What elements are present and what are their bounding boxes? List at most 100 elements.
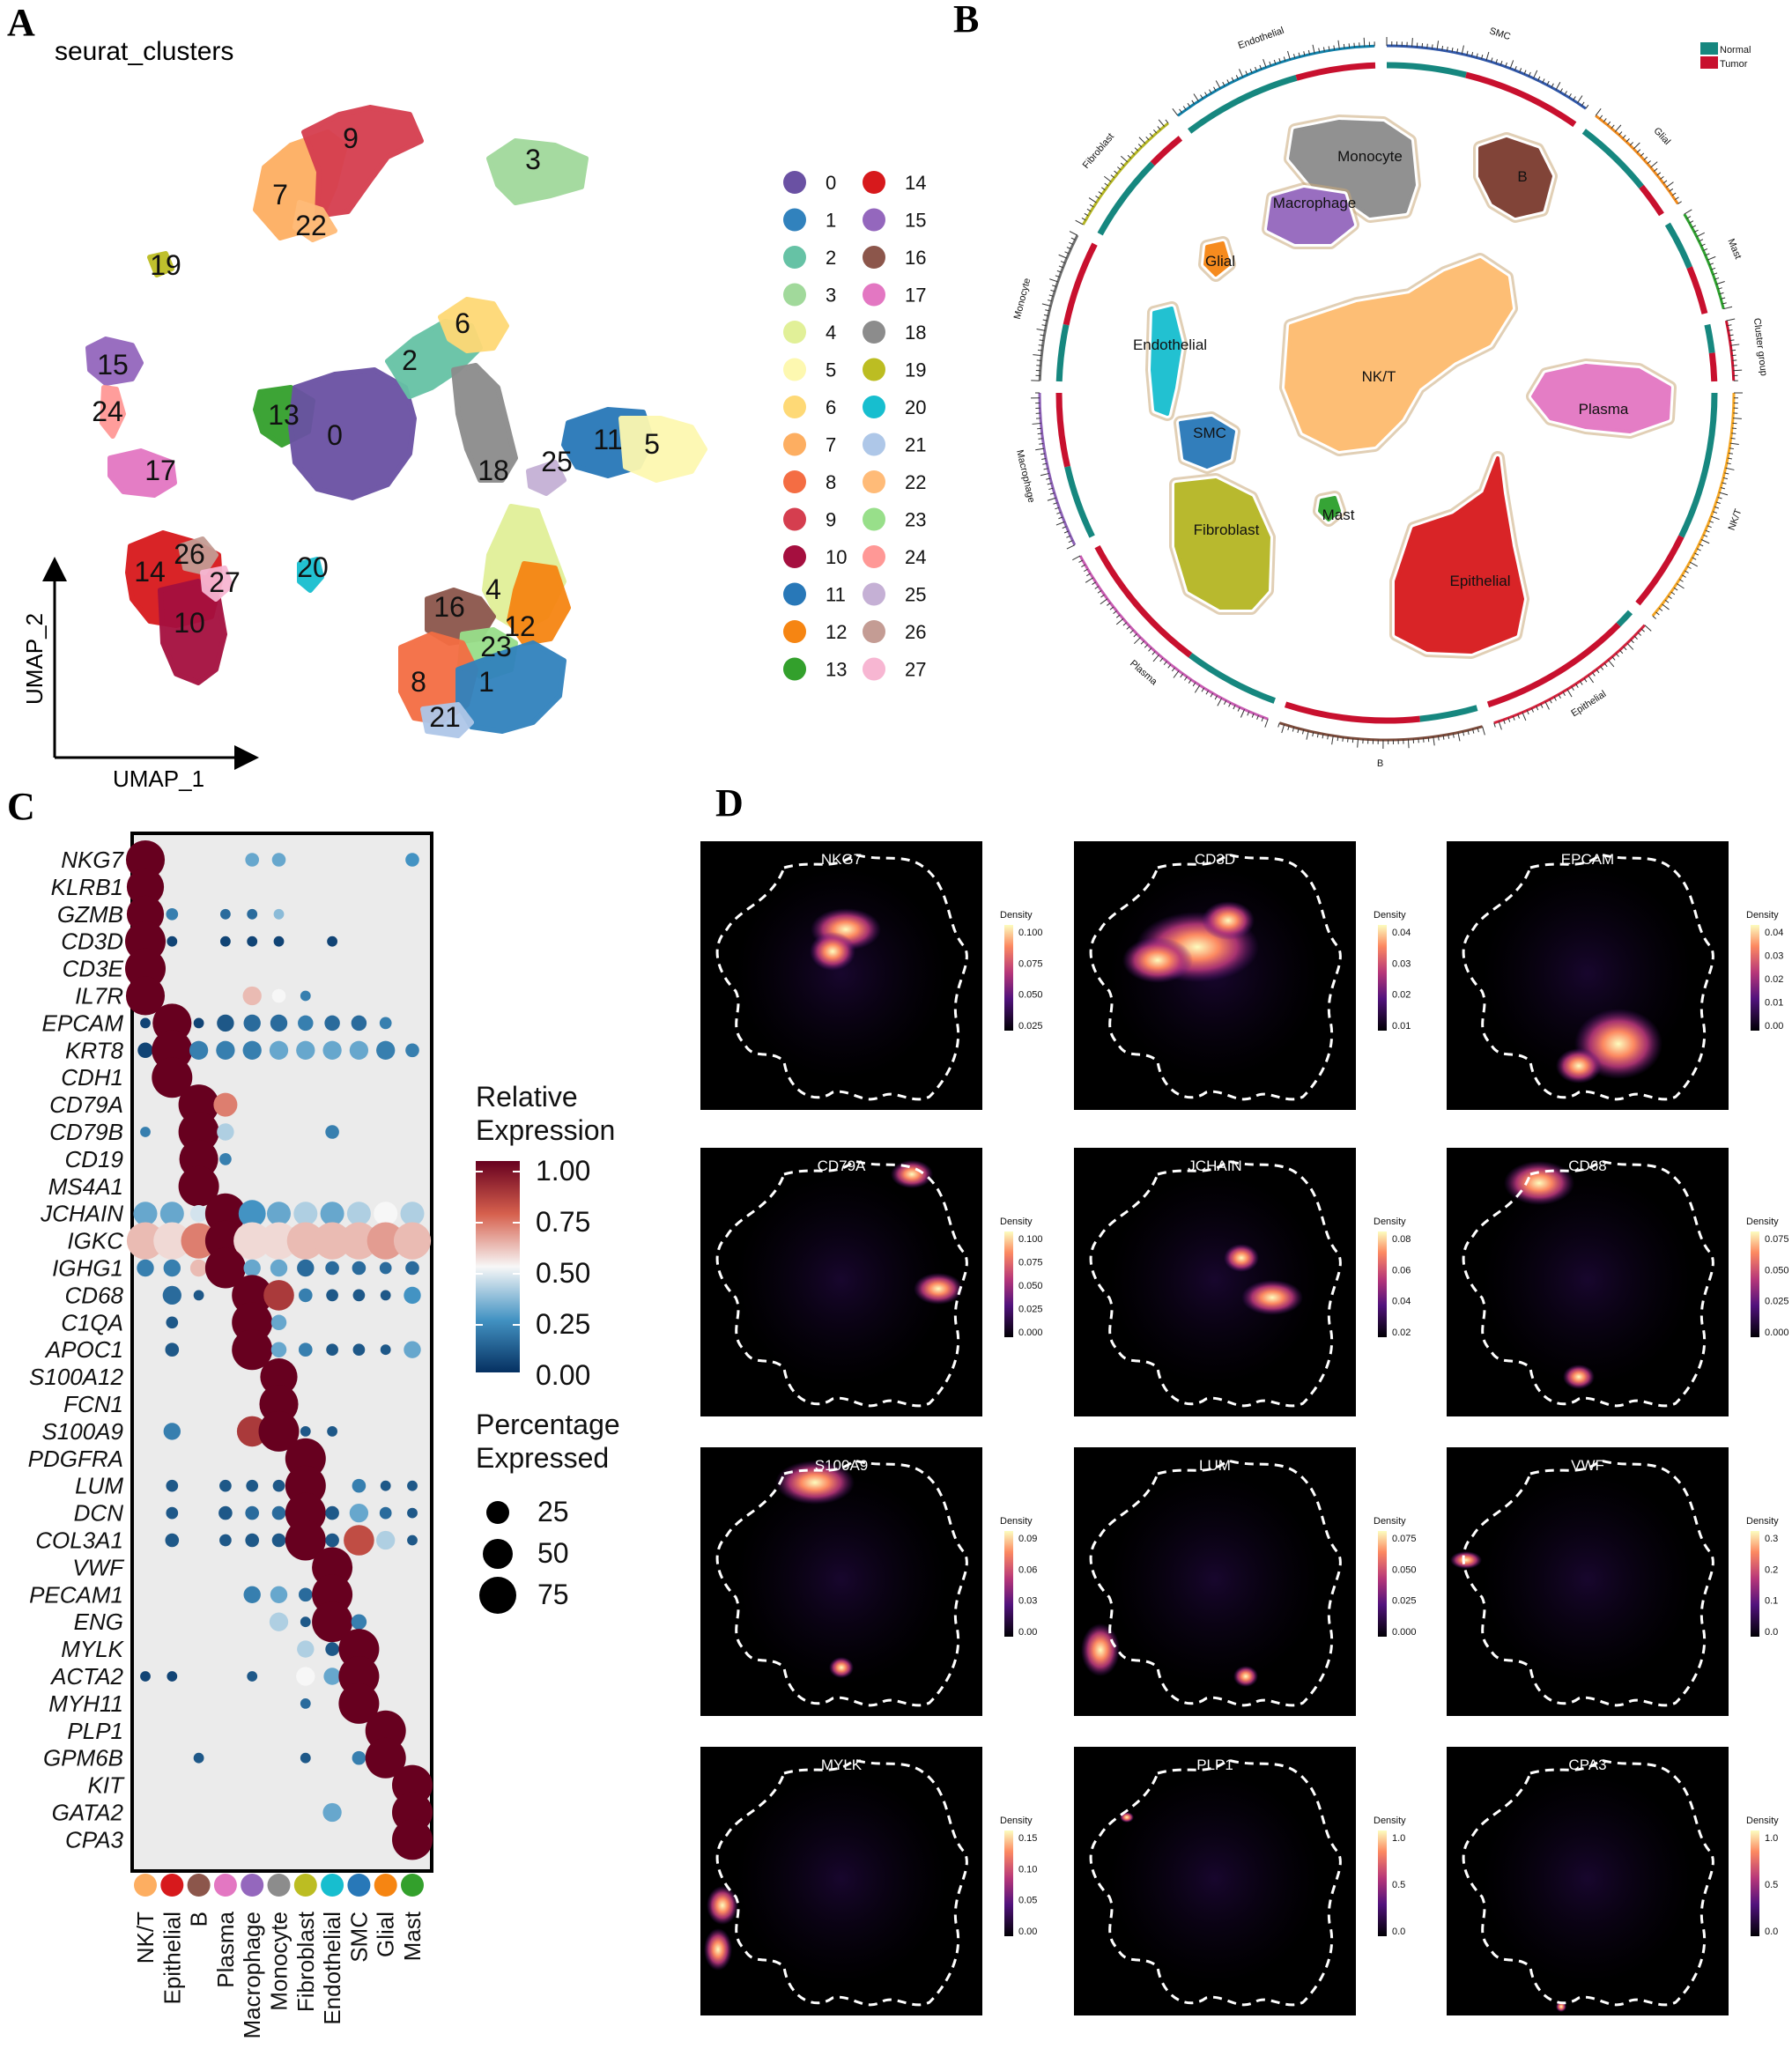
ring-tick [1157, 126, 1161, 130]
ring-tick [1713, 272, 1718, 276]
ring-tumor-arc [1635, 535, 1685, 606]
dot [405, 853, 419, 867]
ring-tick [1647, 160, 1651, 165]
ring-tick [1269, 61, 1271, 66]
ring-tick [1167, 664, 1172, 669]
dot [376, 1530, 396, 1550]
density-tick-label: 0.025 [1765, 1297, 1789, 1307]
legend-swatch-cluster [783, 433, 806, 456]
ring-tick [1707, 525, 1712, 529]
ring-tick [1682, 574, 1686, 578]
umap-cluster-label: 15 [97, 349, 129, 381]
celltype-axis-label: Plasma [212, 1911, 239, 1987]
dot [296, 1667, 315, 1686]
celltype-region-smc [1179, 417, 1235, 469]
ring-tick [1209, 89, 1212, 94]
ring-tick [1182, 106, 1187, 110]
density-tick-label: 0.025 [1392, 1596, 1417, 1607]
dot [178, 1112, 219, 1152]
celltype-label: Monocyte [1337, 148, 1403, 165]
density-faint [736, 1474, 947, 1685]
relative-expression-title-2: Expression [476, 1114, 615, 1146]
density-colorbar [1378, 1531, 1387, 1637]
ring-tick [1673, 587, 1678, 591]
legend-label-cluster: 22 [905, 471, 926, 493]
ring-tick [1694, 552, 1699, 556]
umap-cluster-5 [618, 416, 707, 483]
ring-tick [1363, 37, 1366, 47]
density-legend-title: Density [1746, 1816, 1779, 1826]
density-panel-vwf: VWF Density 0.3 0.2 0.1 0.0 [1447, 1447, 1779, 1716]
gene-label: PDGFRA [28, 1446, 123, 1472]
density-hotspot [891, 1160, 933, 1188]
ring-tick [1138, 137, 1146, 144]
dot [193, 1752, 204, 1764]
ring-tick [1264, 719, 1269, 728]
gene-label: S100A9 [41, 1418, 123, 1445]
dot [245, 1533, 260, 1548]
gene-label: C1QA [61, 1309, 123, 1335]
dot [263, 1280, 294, 1311]
dotplot-dots [125, 839, 433, 1860]
umap-y-label: UMAP_2 [21, 613, 48, 705]
celltype-label: Glial [1205, 253, 1235, 270]
ring-tick [1595, 108, 1602, 116]
dot [325, 1505, 339, 1520]
ring-tick [1633, 635, 1638, 640]
ring-tumor-arc [1486, 622, 1621, 708]
legend-swatch-cluster [783, 582, 806, 606]
dot [260, 1222, 298, 1260]
dot [352, 1478, 367, 1493]
ring-tick [1731, 349, 1736, 351]
umap-cluster-label: 10 [174, 607, 205, 639]
density-tick-label: 0.04 [1392, 928, 1411, 938]
dot [323, 1668, 341, 1685]
umap-cluster-6 [438, 297, 509, 353]
ring-tick [1566, 689, 1573, 698]
ring-tick [1200, 94, 1203, 100]
ring-tick [1231, 77, 1234, 82]
ring-tick [1058, 254, 1068, 259]
percentage-expressed-title-1: Percentage [476, 1409, 620, 1440]
umap-cluster-label: 20 [297, 551, 329, 583]
celltype-labels: Monocyte Macrophage B Glial NK/T Endothelial P… [1133, 148, 1629, 589]
ring-tick [1055, 507, 1060, 510]
ring-tick [1048, 294, 1054, 297]
legend-swatch-cluster [863, 171, 885, 194]
ring-tick [1072, 555, 1081, 561]
dot [137, 1042, 153, 1059]
density-faint [1109, 1474, 1321, 1685]
density-faint [736, 868, 947, 1079]
density-hotspot [775, 1461, 855, 1505]
ring-tick [1187, 102, 1191, 107]
dot [270, 1314, 287, 1331]
ring-tick [1522, 712, 1527, 721]
ring-tumor-arc [1708, 352, 1718, 382]
ring-tick [1599, 115, 1603, 120]
ring-tick [1655, 611, 1660, 616]
gene-label: CD68 [65, 1282, 124, 1308]
density-faint [1482, 1474, 1693, 1685]
dot [267, 1202, 291, 1226]
ring-tick [1347, 737, 1349, 743]
celltype-region-nkt [1285, 258, 1513, 451]
dot [312, 1601, 353, 1643]
umap-cluster-label: 13 [268, 399, 300, 431]
ring-tick [1568, 93, 1572, 98]
ring-tick [1676, 583, 1685, 589]
ring-tick [1729, 339, 1735, 342]
size-legend-dot [486, 1501, 509, 1524]
gene-label: EPCAM [42, 1010, 124, 1036]
ring-tick [1726, 318, 1736, 322]
ring-tick [1322, 734, 1324, 739]
ring-tick [1114, 170, 1118, 174]
ring-tick [1038, 438, 1043, 440]
ring-tick [1498, 721, 1502, 730]
dot [320, 1202, 344, 1226]
ring-tick [1720, 487, 1725, 490]
legend-swatch-cluster [863, 321, 885, 344]
density-hotspot [704, 1928, 732, 1971]
ring-tick [1722, 477, 1728, 480]
ring-tick [1711, 515, 1720, 521]
ring-tick [1733, 369, 1743, 372]
